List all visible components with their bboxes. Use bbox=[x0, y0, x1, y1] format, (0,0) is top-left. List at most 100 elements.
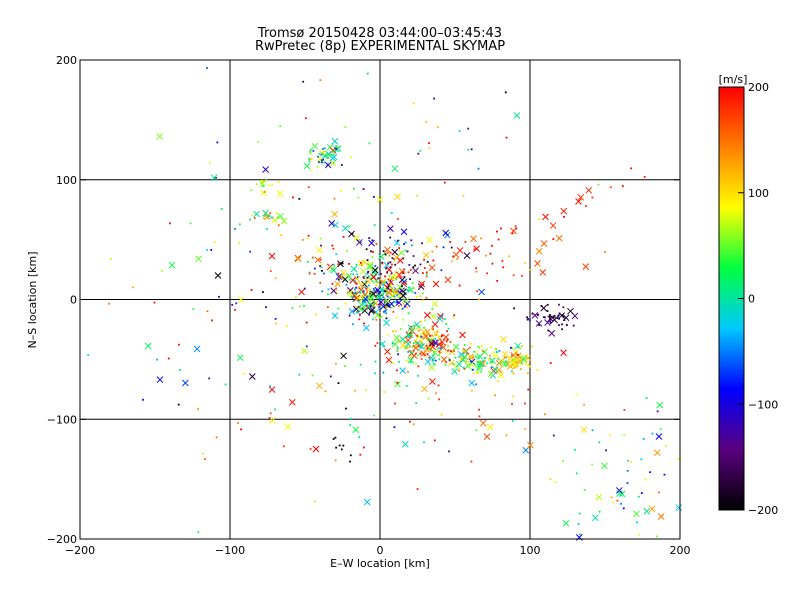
y-tick-label: 200 bbox=[56, 54, 77, 67]
data-point-dot bbox=[526, 316, 529, 319]
data-point-dot bbox=[403, 342, 406, 345]
data-point-dot bbox=[410, 244, 413, 247]
data-point-dot bbox=[368, 313, 371, 316]
data-point-dot bbox=[433, 97, 436, 100]
data-point-dot bbox=[421, 292, 424, 295]
data-point-dot bbox=[329, 375, 332, 378]
data-point-dot bbox=[216, 141, 219, 144]
data-point-dot bbox=[270, 216, 273, 219]
data-point-dot bbox=[490, 244, 493, 247]
data-point-dot bbox=[376, 295, 379, 298]
data-point-dot bbox=[509, 361, 512, 364]
data-point-dot bbox=[627, 459, 629, 462]
data-point-dot bbox=[390, 283, 392, 286]
data-point-dot bbox=[398, 247, 401, 249]
data-point-dot bbox=[432, 337, 435, 340]
data-point-dot bbox=[591, 463, 593, 466]
data-point-dot bbox=[465, 349, 467, 352]
data-point-dot bbox=[409, 278, 411, 281]
data-point-dot bbox=[423, 326, 425, 329]
data-point-dot bbox=[365, 248, 368, 251]
data-point-dot bbox=[309, 448, 312, 450]
data-point-dot bbox=[394, 263, 397, 266]
data-point-dot bbox=[333, 197, 336, 200]
data-point-dot bbox=[366, 289, 368, 292]
data-point-dot bbox=[206, 67, 208, 69]
data-point-cross bbox=[601, 462, 608, 470]
data-point-dot bbox=[375, 284, 378, 287]
data-point-dot bbox=[396, 369, 398, 372]
data-point-cross bbox=[377, 253, 385, 261]
data-point-dot bbox=[574, 448, 576, 451]
data-point-dot bbox=[257, 141, 260, 143]
data-point-dot bbox=[335, 446, 338, 449]
data-point-dot bbox=[458, 284, 461, 287]
data-point-dot bbox=[351, 232, 354, 235]
data-point-dot bbox=[419, 149, 422, 152]
data-point-cross bbox=[455, 360, 463, 368]
data-point-cross bbox=[463, 252, 471, 259]
data-point-dot bbox=[366, 259, 369, 262]
data-point-dot bbox=[324, 390, 327, 393]
data-point-cross bbox=[391, 248, 399, 256]
data-point-cross bbox=[301, 347, 308, 355]
data-point-dot bbox=[262, 217, 265, 220]
colorbar-tick-label: 0 bbox=[748, 293, 755, 306]
chart-subtitle: RwPretec (8p) EXPERIMENTAL SKYMAP bbox=[255, 39, 505, 54]
data-point-dot bbox=[249, 250, 252, 253]
data-point-dot bbox=[434, 359, 437, 362]
data-point-cross bbox=[362, 324, 370, 332]
data-point-dot bbox=[408, 346, 411, 349]
data-point-cross bbox=[560, 207, 568, 215]
data-point-dot bbox=[655, 535, 658, 538]
data-point-dot bbox=[414, 352, 417, 355]
data-point-dot bbox=[389, 266, 392, 269]
data-point-dot bbox=[348, 291, 350, 294]
data-point-dot bbox=[657, 491, 660, 494]
data-point-dot bbox=[385, 281, 388, 284]
data-point-dot bbox=[419, 295, 422, 298]
data-point-dot bbox=[432, 362, 435, 365]
data-point-dot bbox=[471, 368, 474, 371]
data-point-dot bbox=[445, 351, 448, 354]
data-point-dot bbox=[295, 296, 297, 299]
data-point-dot bbox=[392, 310, 395, 313]
data-point-dot bbox=[490, 362, 493, 365]
data-point-cross bbox=[412, 344, 420, 352]
data-point-cross bbox=[400, 278, 408, 286]
data-point-dot bbox=[387, 262, 390, 265]
data-point-dot bbox=[431, 250, 434, 253]
data-point-dot bbox=[401, 285, 403, 288]
data-point-dot bbox=[235, 302, 238, 305]
data-point-dot bbox=[319, 237, 322, 240]
data-point-dot bbox=[467, 127, 470, 130]
data-point-dot bbox=[391, 342, 394, 345]
data-point-dot bbox=[397, 340, 400, 343]
data-point-dot bbox=[280, 234, 282, 236]
x-tick-label: 0 bbox=[377, 544, 384, 557]
data-point-cross bbox=[418, 343, 425, 350]
data-point-dot bbox=[383, 280, 386, 283]
data-point-dot bbox=[337, 263, 340, 266]
data-point-dot bbox=[426, 260, 429, 263]
data-point-dot bbox=[547, 329, 550, 332]
data-point-dot bbox=[441, 314, 444, 317]
data-point-dot bbox=[446, 338, 449, 341]
data-point-dot bbox=[385, 308, 388, 311]
data-point-dot bbox=[356, 311, 359, 314]
data-point-dot bbox=[428, 147, 431, 150]
data-point-dot bbox=[373, 302, 376, 305]
data-point-dot bbox=[204, 458, 206, 460]
data-point-dot bbox=[314, 500, 316, 503]
data-point-cross bbox=[370, 273, 378, 281]
data-point-cross bbox=[437, 312, 444, 320]
data-point-dot bbox=[410, 239, 413, 242]
data-point-dot bbox=[386, 295, 389, 298]
data-point-dot bbox=[515, 364, 518, 367]
data-point-dot bbox=[189, 222, 192, 225]
data-point-dot bbox=[411, 351, 414, 354]
data-point-dot bbox=[465, 352, 468, 355]
data-point-dot bbox=[355, 305, 358, 308]
data-point-dot bbox=[432, 328, 434, 331]
data-point-dot bbox=[332, 438, 335, 440]
